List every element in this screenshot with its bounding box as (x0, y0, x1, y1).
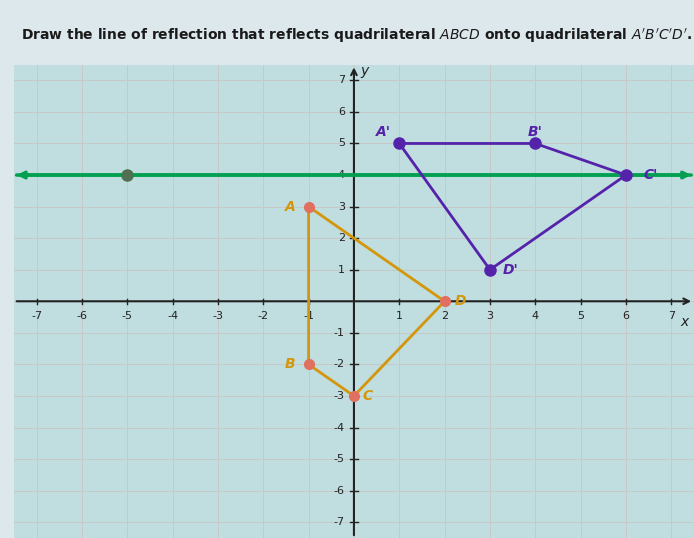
Text: -2: -2 (334, 359, 345, 370)
Text: -7: -7 (31, 311, 42, 321)
Text: 5: 5 (577, 311, 584, 321)
Text: C: C (362, 389, 373, 403)
Text: B': B' (528, 125, 543, 139)
Text: 2: 2 (441, 311, 448, 321)
Text: -3: -3 (212, 311, 223, 321)
Text: -1: -1 (303, 311, 314, 321)
Text: 7: 7 (338, 75, 345, 86)
Text: 4: 4 (338, 170, 345, 180)
Text: -7: -7 (334, 517, 345, 527)
Text: 3: 3 (338, 202, 345, 211)
Text: -3: -3 (334, 391, 345, 401)
Text: B: B (285, 357, 296, 371)
Text: -5: -5 (121, 311, 133, 321)
Text: 2: 2 (338, 233, 345, 243)
Text: 6: 6 (338, 107, 345, 117)
Text: 5: 5 (338, 138, 345, 148)
Text: -6: -6 (334, 486, 345, 495)
Text: x: x (681, 315, 689, 329)
Text: -4: -4 (334, 422, 345, 433)
Text: -5: -5 (334, 454, 345, 464)
Text: C': C' (644, 168, 658, 182)
Text: -4: -4 (167, 311, 178, 321)
Text: 4: 4 (532, 311, 539, 321)
Text: 1: 1 (338, 265, 345, 275)
Text: Draw the line of reflection that reflects quadrilateral $ABCD$ onto quadrilatera: Draw the line of reflection that reflect… (21, 27, 692, 45)
Text: 1: 1 (396, 311, 403, 321)
Text: -2: -2 (257, 311, 269, 321)
Text: D: D (455, 294, 466, 308)
Text: -6: -6 (76, 311, 87, 321)
Text: 6: 6 (623, 311, 629, 321)
Text: -1: -1 (334, 328, 345, 338)
Text: D': D' (502, 263, 518, 277)
Text: A': A' (376, 125, 391, 139)
Text: 3: 3 (486, 311, 493, 321)
Text: y: y (361, 64, 369, 78)
Text: 7: 7 (668, 311, 675, 321)
Text: A: A (285, 200, 296, 214)
